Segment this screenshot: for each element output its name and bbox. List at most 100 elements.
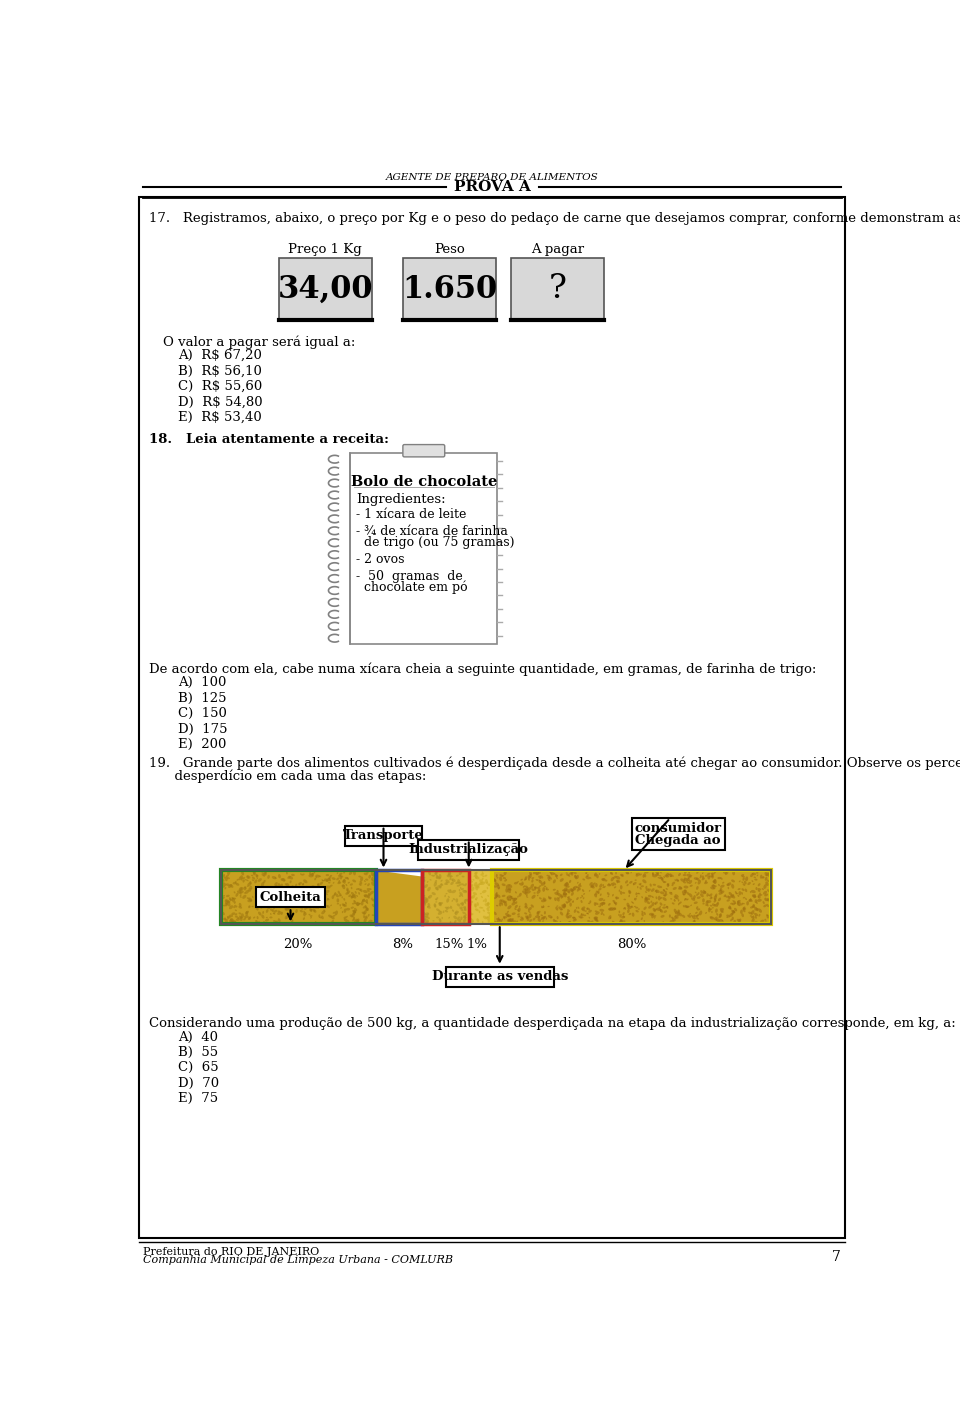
Ellipse shape bbox=[300, 874, 302, 875]
Ellipse shape bbox=[683, 905, 684, 908]
Ellipse shape bbox=[321, 894, 325, 898]
Ellipse shape bbox=[587, 874, 588, 877]
Ellipse shape bbox=[262, 901, 265, 904]
Ellipse shape bbox=[526, 915, 529, 919]
Ellipse shape bbox=[496, 894, 498, 896]
Ellipse shape bbox=[255, 875, 258, 877]
Ellipse shape bbox=[427, 906, 431, 909]
Ellipse shape bbox=[623, 899, 626, 901]
Ellipse shape bbox=[519, 882, 523, 885]
Ellipse shape bbox=[304, 912, 306, 915]
Ellipse shape bbox=[662, 921, 664, 923]
Ellipse shape bbox=[275, 885, 277, 888]
Ellipse shape bbox=[660, 877, 663, 881]
Text: A pagar: A pagar bbox=[531, 243, 585, 256]
Ellipse shape bbox=[700, 894, 704, 898]
Ellipse shape bbox=[271, 896, 273, 899]
Ellipse shape bbox=[482, 871, 484, 874]
Ellipse shape bbox=[245, 889, 250, 894]
Ellipse shape bbox=[319, 915, 321, 918]
Ellipse shape bbox=[335, 894, 339, 898]
Ellipse shape bbox=[601, 904, 603, 906]
Ellipse shape bbox=[717, 902, 719, 905]
Ellipse shape bbox=[310, 872, 314, 875]
Ellipse shape bbox=[732, 902, 735, 905]
Ellipse shape bbox=[527, 891, 531, 894]
Ellipse shape bbox=[683, 874, 686, 877]
Ellipse shape bbox=[340, 875, 342, 880]
Ellipse shape bbox=[629, 895, 630, 898]
Text: Chegada ao: Chegada ao bbox=[636, 834, 721, 847]
Ellipse shape bbox=[339, 872, 343, 875]
Ellipse shape bbox=[663, 877, 665, 878]
Bar bbox=[221, 871, 375, 925]
Ellipse shape bbox=[327, 898, 329, 901]
Ellipse shape bbox=[315, 898, 319, 901]
Ellipse shape bbox=[237, 891, 242, 894]
Ellipse shape bbox=[727, 882, 732, 887]
Ellipse shape bbox=[720, 888, 722, 892]
Ellipse shape bbox=[344, 908, 347, 913]
Ellipse shape bbox=[496, 905, 498, 906]
Ellipse shape bbox=[618, 913, 619, 916]
Ellipse shape bbox=[762, 901, 765, 904]
Text: Transporte: Transporte bbox=[343, 829, 424, 843]
Ellipse shape bbox=[591, 884, 594, 888]
Ellipse shape bbox=[465, 913, 467, 916]
Ellipse shape bbox=[353, 911, 356, 913]
Ellipse shape bbox=[674, 899, 675, 901]
Ellipse shape bbox=[565, 885, 569, 888]
Ellipse shape bbox=[574, 909, 576, 913]
Ellipse shape bbox=[444, 895, 446, 898]
Ellipse shape bbox=[678, 899, 680, 902]
Ellipse shape bbox=[300, 909, 303, 912]
Ellipse shape bbox=[660, 909, 663, 912]
Ellipse shape bbox=[646, 901, 650, 904]
Ellipse shape bbox=[260, 904, 263, 908]
Ellipse shape bbox=[346, 884, 348, 887]
Ellipse shape bbox=[226, 884, 229, 887]
Ellipse shape bbox=[569, 871, 573, 875]
Ellipse shape bbox=[337, 898, 339, 902]
Ellipse shape bbox=[601, 912, 603, 915]
Ellipse shape bbox=[593, 882, 595, 884]
Ellipse shape bbox=[636, 872, 639, 877]
Ellipse shape bbox=[228, 916, 230, 918]
Ellipse shape bbox=[636, 909, 638, 912]
Ellipse shape bbox=[355, 902, 358, 904]
Ellipse shape bbox=[288, 875, 293, 880]
Ellipse shape bbox=[737, 888, 740, 891]
Ellipse shape bbox=[572, 916, 576, 921]
Ellipse shape bbox=[230, 918, 234, 922]
Ellipse shape bbox=[535, 915, 540, 918]
Ellipse shape bbox=[243, 880, 245, 882]
Ellipse shape bbox=[539, 898, 541, 899]
Ellipse shape bbox=[270, 913, 272, 915]
Ellipse shape bbox=[293, 892, 296, 894]
Ellipse shape bbox=[439, 874, 442, 878]
Ellipse shape bbox=[693, 921, 695, 923]
Ellipse shape bbox=[762, 877, 764, 878]
Ellipse shape bbox=[509, 919, 512, 921]
Ellipse shape bbox=[427, 881, 428, 882]
Ellipse shape bbox=[461, 902, 464, 906]
Ellipse shape bbox=[256, 877, 258, 880]
Ellipse shape bbox=[517, 915, 520, 918]
Ellipse shape bbox=[620, 919, 622, 922]
Ellipse shape bbox=[698, 880, 701, 885]
Ellipse shape bbox=[455, 882, 459, 884]
Ellipse shape bbox=[749, 899, 753, 902]
Ellipse shape bbox=[469, 901, 473, 904]
Ellipse shape bbox=[291, 874, 295, 877]
Ellipse shape bbox=[225, 887, 227, 889]
Ellipse shape bbox=[365, 878, 369, 881]
Ellipse shape bbox=[755, 915, 756, 919]
Ellipse shape bbox=[566, 912, 569, 915]
Ellipse shape bbox=[567, 899, 571, 902]
Ellipse shape bbox=[464, 915, 467, 919]
Ellipse shape bbox=[347, 891, 350, 894]
Ellipse shape bbox=[443, 911, 444, 913]
Ellipse shape bbox=[742, 904, 745, 905]
Ellipse shape bbox=[275, 885, 279, 888]
Ellipse shape bbox=[243, 918, 246, 921]
